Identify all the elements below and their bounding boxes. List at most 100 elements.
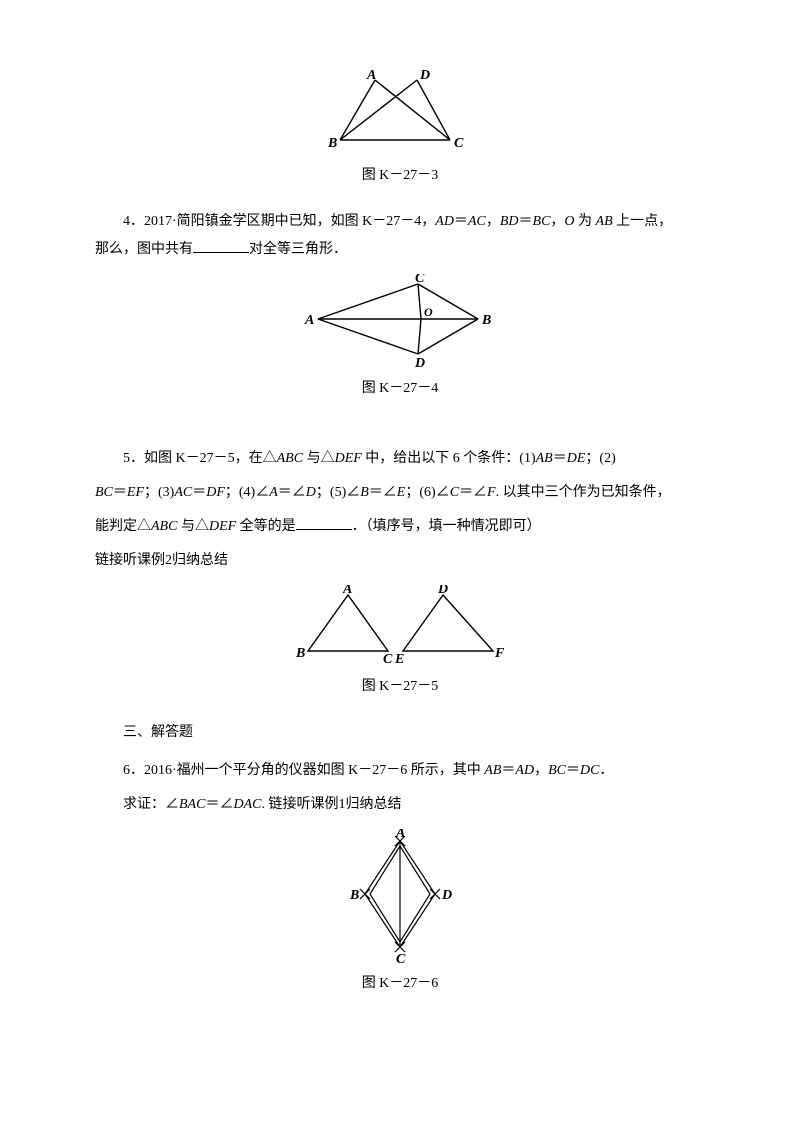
- eq: ＝: [459, 485, 473, 500]
- q5-c1l: AB: [536, 451, 553, 466]
- q5-3c: 全等的是: [236, 519, 296, 534]
- eq: ＝: [113, 485, 127, 500]
- q5-c6r: F: [487, 485, 496, 500]
- comma: ，: [550, 214, 564, 229]
- q5-c3r: DF: [206, 485, 225, 500]
- question-5-line3: 能判定△ABC 与△DEF 全等的是 ．（填序号，填一种情况即可）: [95, 513, 705, 541]
- q5-3b: 与△: [177, 519, 209, 534]
- label-a: A: [342, 585, 352, 597]
- document-page: A D B C 图 K－27－3 4．2017·简阳镇金学区期中已知，如图 K－…: [0, 0, 800, 1056]
- q5-abc: ABC: [277, 451, 303, 466]
- rhombus-diagram-6: A B D C: [345, 829, 455, 964]
- q6-ad: AD: [515, 763, 534, 778]
- comma: ，: [534, 763, 548, 778]
- question-6-line2: 求证：∠BAC＝∠DAC. 链接听课例1归纳总结: [95, 791, 705, 819]
- kite-diagram-4: A B C D O: [303, 274, 498, 369]
- q5-b: 与△: [303, 451, 335, 466]
- label-a: A: [304, 313, 314, 328]
- q6-2c: . 链接听课例1归纳总结: [261, 797, 401, 812]
- label-b: B: [295, 646, 305, 661]
- eq: ＝: [553, 451, 567, 466]
- label-b: B: [327, 136, 337, 151]
- q5-def2: DEF: [209, 519, 236, 534]
- q5-c2l: BC: [95, 485, 113, 500]
- q4-bc: BC: [533, 214, 551, 229]
- q4-bd: BD: [500, 214, 519, 229]
- q6-ab: AB: [484, 763, 501, 778]
- figure-k27-3: A D B C: [95, 70, 705, 156]
- eq: ＝: [278, 485, 292, 500]
- label-d: D: [414, 356, 425, 369]
- q6-bac: BAC: [179, 797, 205, 812]
- spacer: [95, 421, 705, 445]
- q5-c3l: AC: [174, 485, 192, 500]
- q5-2e: . 以其中三个作为已知条件，: [496, 485, 671, 500]
- q5-c1r: DE: [567, 451, 586, 466]
- q4-blank: [193, 238, 249, 253]
- q4-o4: 上一点，: [613, 214, 673, 229]
- q4-ab: AB: [596, 214, 613, 229]
- q5-3a: 能判定△: [95, 519, 151, 534]
- label-d: D: [441, 888, 452, 903]
- figure-k27-4: A B C D O: [95, 274, 705, 369]
- q4-ad: AD: [435, 214, 454, 229]
- eq: ＝: [566, 763, 580, 778]
- label-c: C: [396, 952, 406, 964]
- label-c: C: [454, 136, 464, 151]
- q6-2b: ＝∠: [205, 797, 233, 812]
- q4-line2b: 对全等三角形．: [249, 242, 347, 257]
- label-c: C: [415, 274, 425, 286]
- label-b: B: [349, 888, 359, 903]
- section-3-heading: 三、解答题: [95, 719, 705, 747]
- two-triangles-5: A B C D E F: [293, 585, 508, 667]
- q5-a: 5．如图 K－27－5，在△: [123, 451, 277, 466]
- label-e: E: [394, 652, 404, 667]
- caption-fig4: 图 K－27－4: [95, 377, 705, 397]
- q5-c4r: D: [306, 485, 316, 500]
- question-4: 4．2017·简阳镇金学区期中已知，如图 K－27－4，AD＝AC，BD＝BC，…: [95, 208, 705, 264]
- q4-ac: AC: [468, 214, 486, 229]
- q5-2d: ；(6)∠: [405, 485, 449, 500]
- caption-fig3: 图 K－27－3: [95, 164, 705, 184]
- q4-o2: 为: [575, 214, 596, 229]
- q5-c2r: EF: [127, 485, 144, 500]
- eq: ＝: [454, 214, 468, 229]
- eq: ＝: [519, 214, 533, 229]
- q5-def: DEF: [335, 451, 362, 466]
- q6-dc: DC: [580, 763, 599, 778]
- label-a: A: [395, 829, 405, 841]
- label-d: D: [419, 70, 430, 83]
- q6-a: 6．2016·福州一个平分角的仪器如图 K－27－6 所示，其中: [123, 763, 484, 778]
- q5-2c: ；(5)∠: [316, 485, 360, 500]
- q5-blank: [296, 515, 352, 530]
- label-c: C: [383, 652, 393, 667]
- q4-prefix: 4．2017·简阳镇金学区期中已知，如图 K－27－4，: [123, 214, 435, 229]
- q5-c: 中，给出以下 6 个条件：(1): [362, 451, 536, 466]
- figure-k27-5: A B C D E F: [95, 585, 705, 667]
- question-5: 5．如图 K－27－5，在△ABC 与△DEF 中，给出以下 6 个条件：(1)…: [95, 445, 705, 473]
- q5-2a: ；(3): [144, 485, 174, 500]
- q5-c5l: B: [360, 485, 369, 500]
- eq: ＝: [369, 485, 383, 500]
- label-a: A: [366, 70, 376, 83]
- comma: ，: [486, 214, 500, 229]
- q5-d: ；(2): [585, 451, 615, 466]
- caption-fig6: 图 K－27－6: [95, 972, 705, 992]
- figure-k27-6: A B D C: [95, 829, 705, 964]
- q5-link: 链接听课例2归纳总结: [95, 547, 705, 575]
- q5-abc2: ABC: [151, 519, 177, 534]
- label-f: F: [494, 646, 505, 661]
- label-b: B: [481, 313, 491, 328]
- q6-dac: DAC: [233, 797, 261, 812]
- q5-c6l: C: [450, 485, 459, 500]
- label-d: D: [437, 585, 448, 597]
- eq: ＝: [192, 485, 206, 500]
- q5-3d: ．（填序号，填一种情况即可）: [352, 519, 541, 534]
- eq: ＝: [501, 763, 515, 778]
- question-5-line2: BC＝EF；(3)AC＝DF；(4)∠A＝∠D；(5)∠B＝∠E；(6)∠C＝∠…: [95, 479, 705, 507]
- label-o: O: [424, 305, 433, 319]
- q5-c4l: A: [269, 485, 278, 500]
- triangle-diagram-3: A D B C: [320, 70, 480, 156]
- question-6: 6．2016·福州一个平分角的仪器如图 K－27－6 所示，其中 AB＝AD，B…: [95, 757, 705, 785]
- q6-2a: 求证：∠: [123, 797, 179, 812]
